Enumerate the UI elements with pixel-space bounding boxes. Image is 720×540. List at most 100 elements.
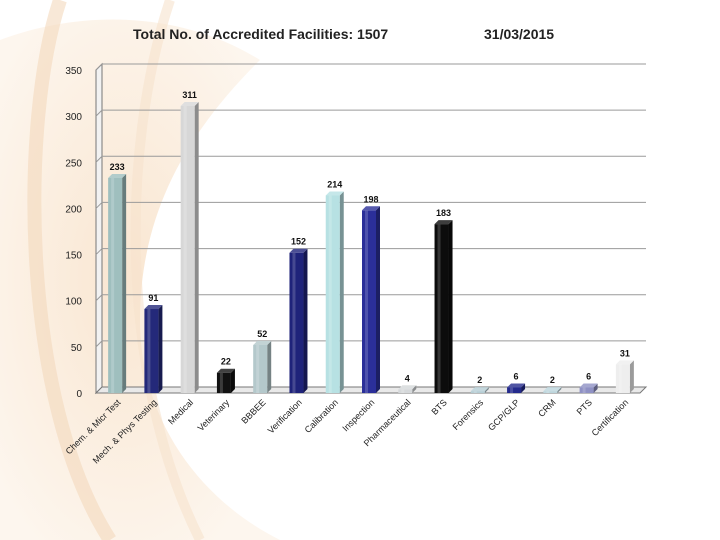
bar-top xyxy=(543,387,562,392)
bar-highlight xyxy=(618,364,622,393)
bar-front xyxy=(216,372,231,393)
bar-side xyxy=(412,385,417,393)
bar-front xyxy=(289,252,304,393)
bar-highlight xyxy=(147,309,151,393)
y-tick-label: 100 xyxy=(65,297,82,308)
bar-side xyxy=(303,248,308,393)
bar-side xyxy=(230,368,235,393)
gridline-depth xyxy=(95,294,103,302)
chart-header: Total No. of Accredited Facilities: 1507… xyxy=(0,26,720,46)
bar-10 xyxy=(470,387,489,393)
data-label: 214 xyxy=(327,180,342,190)
x-tick-label: Calibration xyxy=(303,397,340,434)
bar-highlight xyxy=(401,389,405,393)
bar-11 xyxy=(507,383,526,393)
bar-highlight xyxy=(510,387,514,393)
bar-front xyxy=(470,391,485,393)
data-label: 4 xyxy=(405,373,410,383)
bar-highlight xyxy=(546,391,550,393)
y-tick-label: 300 xyxy=(65,112,82,123)
bar-top xyxy=(108,173,127,178)
bar-side xyxy=(376,206,380,393)
bar-highlight xyxy=(473,391,477,393)
data-label: 2 xyxy=(477,375,482,385)
bar-14 xyxy=(615,360,634,393)
x-tick-label: Inspection xyxy=(340,397,376,433)
x-tick-label: Veterinary xyxy=(196,397,232,433)
bar-top xyxy=(615,360,634,365)
bar-top xyxy=(216,368,235,373)
bar-4 xyxy=(253,341,272,393)
data-label: 6 xyxy=(514,371,519,381)
data-label: 2 xyxy=(550,375,555,385)
x-tick-label: BBBEE xyxy=(239,397,267,425)
x-tick-label: Mech. & Phys Testing xyxy=(91,397,159,465)
bar-12 xyxy=(543,387,562,393)
bar-front xyxy=(362,210,376,393)
bar-side xyxy=(122,173,127,393)
bar-top xyxy=(180,101,199,106)
bar-highlight xyxy=(582,387,586,393)
background-arc xyxy=(27,0,116,540)
data-label: 183 xyxy=(436,208,451,218)
gridline-depth xyxy=(95,248,103,255)
bar-side xyxy=(557,387,562,393)
bar-highlight xyxy=(256,345,260,393)
bar-0 xyxy=(108,173,127,393)
bar-highlight xyxy=(292,252,296,393)
y-tick-label: 0 xyxy=(76,389,82,400)
bar-1 xyxy=(144,305,163,393)
data-label: 198 xyxy=(363,194,378,204)
chart-title: Total No. of Accredited Facilities: 1507 xyxy=(133,26,389,42)
bar-side xyxy=(593,383,598,393)
bar-13 xyxy=(579,383,598,393)
bar-highlight xyxy=(437,224,441,393)
bar-highlight xyxy=(111,177,115,393)
data-label: 52 xyxy=(257,329,267,339)
bar-highlight xyxy=(183,105,187,394)
bar-top xyxy=(289,248,308,253)
chart-bars xyxy=(108,101,634,394)
data-label: 22 xyxy=(221,357,231,367)
bar-top xyxy=(144,305,163,310)
bar-top xyxy=(434,220,453,225)
bar-side xyxy=(484,387,489,393)
chart-date: 31/03/2015 xyxy=(484,26,555,42)
bar-top xyxy=(507,383,526,388)
bar-front xyxy=(180,105,195,394)
bar-5 xyxy=(289,248,308,393)
bar-8 xyxy=(398,385,417,393)
bar-top xyxy=(253,341,272,346)
bar-highlight xyxy=(328,195,332,393)
bar-top xyxy=(470,387,489,392)
x-tick-label: GCP/GLP xyxy=(486,397,521,432)
x-tick-label: Certification xyxy=(590,397,631,438)
bar-9 xyxy=(434,220,453,393)
data-label: 31 xyxy=(620,348,630,358)
y-tick-label: 250 xyxy=(65,158,82,169)
x-tick-label: PTS xyxy=(575,397,594,416)
bar-top xyxy=(579,383,598,388)
bar-front xyxy=(108,177,123,393)
y-tick-label: 350 xyxy=(65,66,82,77)
gridline-depth xyxy=(95,340,103,348)
bar-side xyxy=(448,220,453,393)
x-tick-label: CRM xyxy=(536,397,558,419)
data-label: 6 xyxy=(586,371,591,381)
bar-2 xyxy=(180,101,199,394)
bar-side xyxy=(267,341,272,393)
bar-6 xyxy=(325,191,344,393)
data-label: 311 xyxy=(182,90,197,100)
background-arc-2 xyxy=(130,0,205,540)
bar-top xyxy=(362,206,380,211)
x-tick-label: Medical xyxy=(166,397,195,426)
bar-side xyxy=(521,383,526,393)
gridline-depth xyxy=(95,202,103,209)
y-tick-label: 50 xyxy=(71,343,83,354)
data-label: 91 xyxy=(148,293,158,303)
bar-front xyxy=(507,387,522,393)
bar-highlight xyxy=(365,210,368,393)
